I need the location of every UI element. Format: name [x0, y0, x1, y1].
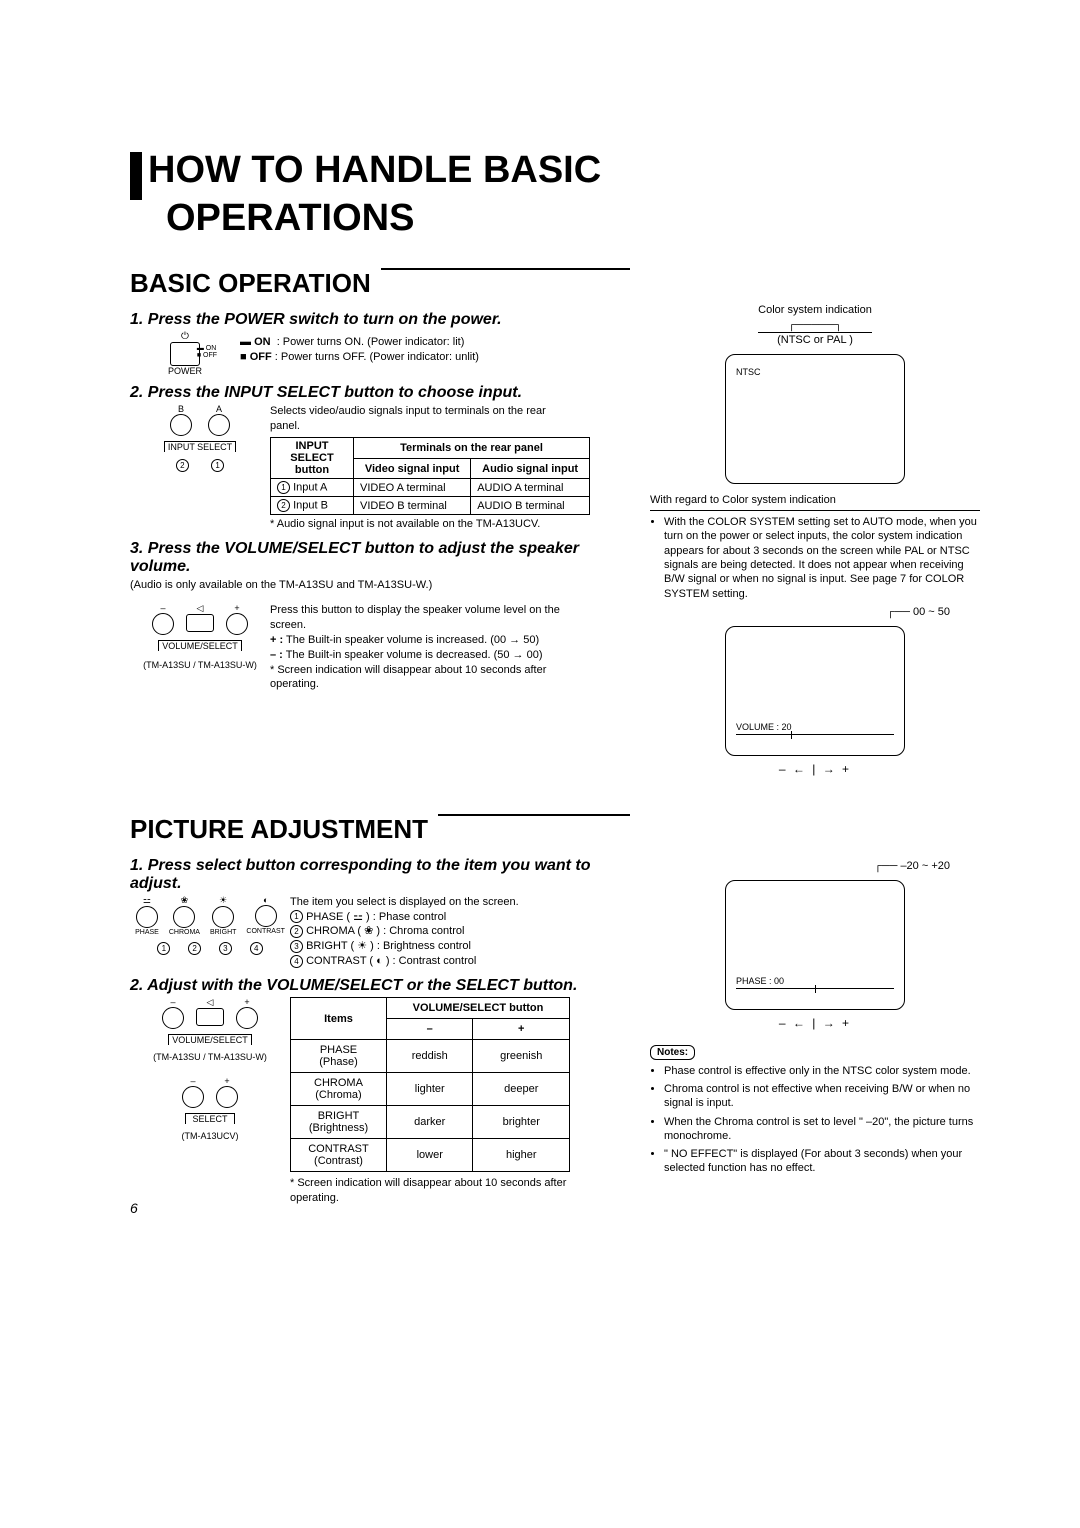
power-switch-diagram: ⏻ ▬ ON■ OFF POWER: [130, 331, 240, 376]
pic-i1: 1 PHASE ( ⚍ ) : Phase control: [290, 910, 519, 925]
color-regard: With regard to Color system indication: [650, 493, 980, 511]
vol-plus: + : The Built-in speaker volume is incre…: [270, 633, 590, 648]
crt-phase: PHASE : 00: [725, 880, 905, 1010]
pic-i2: 2 CHROMA ( ❀ ) : Chroma control: [290, 924, 519, 939]
note-b4: " NO EFFECT" is displayed (For about 3 s…: [664, 1147, 980, 1176]
arrow-scale-1: – ← | → +: [650, 762, 980, 776]
vol-minus: – : The Built-in speaker volume is decre…: [270, 648, 590, 663]
color-ind-sub: (NTSC or PAL ): [650, 333, 980, 348]
select-diagrams: – ◁ + VOLUME/SELECT (TM-A13SU / TM-A13SU…: [130, 997, 290, 1206]
step3-heading: 3. Press the VOLUME/SELECT button to adj…: [130, 540, 630, 576]
page-number: 6: [130, 1200, 138, 1216]
section-basic-operation: BASIC OPERATION: [130, 268, 371, 299]
input-select-diagram: B A INPUT SELECT 2 1: [130, 404, 270, 533]
crt-ntsc: NTSC: [725, 354, 905, 484]
adjustment-table: Items VOLUME/SELECT button –+ PHASE(Phas…: [290, 997, 570, 1172]
note-b3: When the Chroma control is set to level …: [664, 1115, 980, 1144]
table2-note: * Screen indication will disappear about…: [290, 1176, 570, 1206]
power-on-line: ▬ ON : Power turns ON. (Power indicator:…: [240, 335, 479, 350]
step5-heading: 2. Adjust with the VOLUME/SELECT or the …: [130, 977, 630, 995]
crt-volume: VOLUME : 20: [725, 626, 905, 756]
table1-note: * Audio signal input is not available on…: [270, 517, 590, 532]
note-b1: Phase control is effective only in the N…: [664, 1064, 980, 1078]
title-line2: OPERATIONS: [166, 198, 980, 240]
vol-text: Press this button to display the speaker…: [270, 603, 590, 633]
color-ind-title: Color system indication: [650, 303, 980, 318]
page-title: HOW TO HANDLE BASIC OPERATIONS: [130, 150, 980, 240]
volume-select-diagram: – ◁ + VOLUME/SELECT (TM-A13SU / TM-A13SU…: [130, 603, 270, 692]
input-select-table: INPUT SELECT button Terminals on the rea…: [270, 437, 590, 515]
notes-label: Notes:: [650, 1045, 695, 1060]
picture-knobs-diagram: ⚍PHASE ❀CHROMA ☀BRIGHT ◐CONTRAST 1 2 3 4: [130, 895, 290, 969]
vol-note: * Screen indication will disappear about…: [270, 663, 590, 693]
power-caption: POWER: [130, 366, 240, 376]
pic-intro: The item you select is displayed on the …: [290, 895, 519, 910]
step2-heading: 2. Press the INPUT SELECT button to choo…: [130, 384, 630, 402]
pic-i3: 3 BRIGHT ( ☀ ) : Brightness control: [290, 939, 519, 954]
color-bullet: With the COLOR SYSTEM setting set to AUT…: [664, 515, 980, 601]
step1-heading: 1. Press the POWER switch to turn on the…: [130, 311, 630, 329]
section-rule-2: [438, 814, 630, 816]
step2-text: Selects video/audio signals input to ter…: [270, 404, 570, 434]
section-rule: [381, 268, 630, 270]
pic-i4: 4 CONTRAST ( ◐ ) : Contrast control: [290, 954, 519, 969]
section-picture-adjustment: PICTURE ADJUSTMENT: [130, 814, 428, 845]
title-line1: HOW TO HANDLE BASIC: [148, 149, 601, 191]
arrow-scale-2: – ← | → +: [650, 1016, 980, 1030]
power-off-line: ■ OFF : Power turns OFF. (Power indicato…: [240, 350, 479, 365]
note-b2: Chroma control is not effective when rec…: [664, 1082, 980, 1111]
title-bar-icon: [130, 152, 142, 200]
step4-heading: 1. Press select button corresponding to …: [130, 857, 630, 893]
step3-sub: (Audio is only available on the TM-A13SU…: [130, 578, 630, 593]
